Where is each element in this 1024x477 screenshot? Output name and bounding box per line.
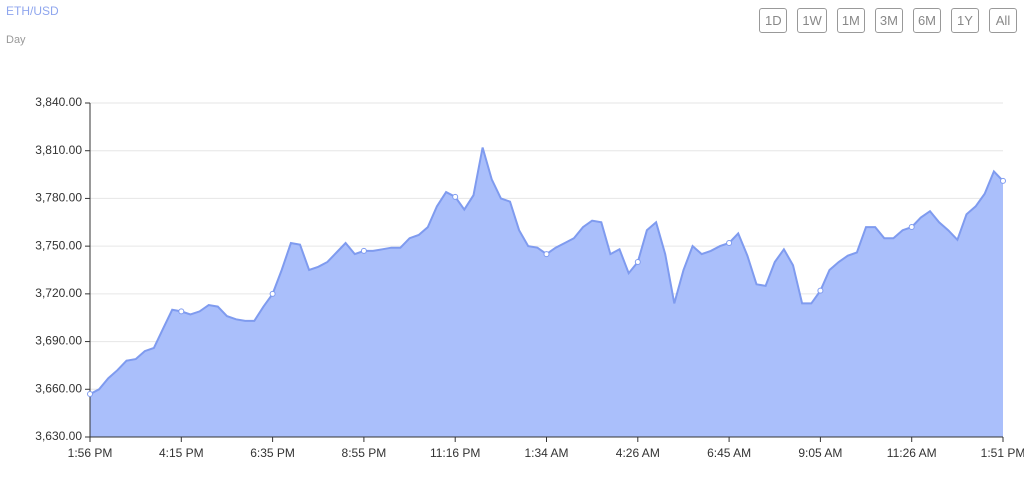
- point: [87, 391, 93, 398]
- point: [908, 224, 915, 231]
- x-tick-label: 9:05 AM: [798, 446, 842, 460]
- x-tick-label: 6:45 AM: [707, 446, 751, 460]
- y-tick-label: 3,720.00: [35, 286, 82, 300]
- range-button[interactable]: 6M: [912, 8, 941, 33]
- x-tick-label: 4:15 PM: [159, 446, 204, 460]
- point: [178, 308, 185, 315]
- point: [269, 290, 276, 297]
- point: [726, 239, 733, 246]
- x-tick-label: 11:26 AM: [887, 446, 937, 460]
- point: [452, 193, 459, 200]
- y-tick-label: 3,750.00: [35, 238, 82, 252]
- point: [543, 251, 550, 258]
- point: [1000, 177, 1006, 184]
- range-button[interactable]: 1M: [836, 8, 865, 33]
- range-button[interactable]: 3M: [874, 8, 903, 33]
- y-tick-label: 3,690.00: [35, 334, 82, 348]
- y-tick-label: 3,630.00: [35, 429, 82, 443]
- point: [360, 247, 367, 254]
- area: [90, 147, 1003, 437]
- x-tick-label: 1:56 PM: [68, 446, 113, 460]
- y-tick-label: 3,840.00: [35, 95, 82, 109]
- x-tick-label: 8:55 PM: [342, 446, 387, 460]
- range-button[interactable]: 1D: [759, 8, 788, 33]
- point: [634, 259, 641, 266]
- x-tick-label: 1:51 PM: [981, 446, 1024, 460]
- range-buttons: 1D 1W 1M 3M 6M 1Y All: [759, 8, 1017, 33]
- x-tick-label: 1:34 AM: [524, 446, 568, 460]
- x-tick-label: 6:35 PM: [250, 446, 295, 460]
- pair-title: ETH/USD: [6, 4, 59, 18]
- x-tick-label: 11:16 PM: [430, 446, 480, 460]
- range-button[interactable]: All: [989, 8, 1017, 33]
- range-button[interactable]: 1Y: [951, 8, 979, 33]
- x-tick-label: 4:26 AM: [616, 446, 660, 460]
- interval-label: Day: [6, 34, 26, 46]
- y-tick-label: 3,810.00: [35, 143, 82, 157]
- point: [817, 287, 824, 294]
- y-tick-label: 3,780.00: [35, 191, 82, 205]
- range-button[interactable]: 1W: [797, 8, 827, 33]
- y-tick-label: 3,660.00: [35, 381, 82, 395]
